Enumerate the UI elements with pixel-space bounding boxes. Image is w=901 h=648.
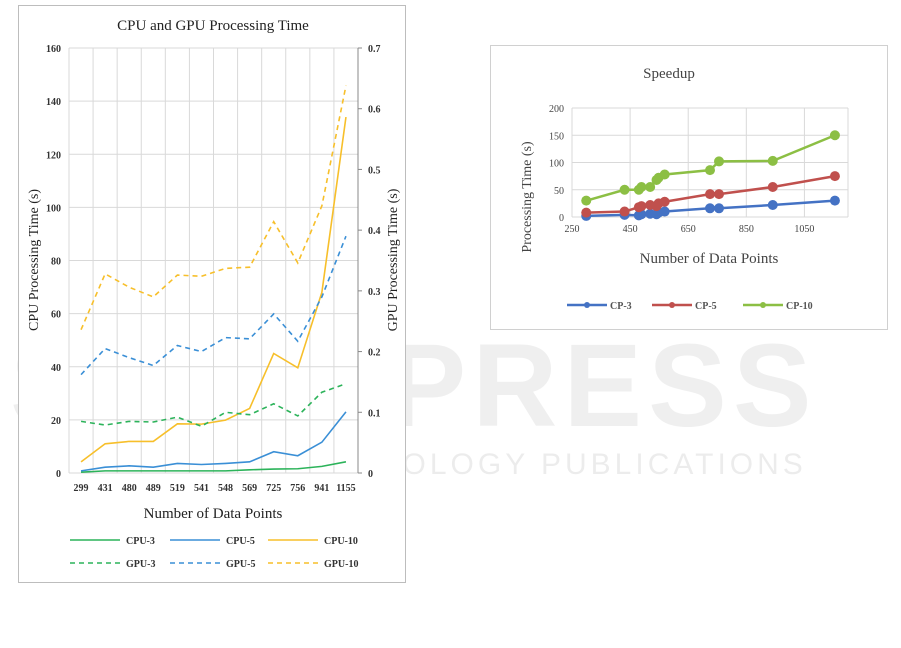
x-tick-label: 756 (290, 483, 305, 494)
y-tick-label: 100 (46, 203, 61, 214)
legend-label: CP-3 (610, 301, 632, 312)
y-axis-title: CPU Processing Time (s) (27, 189, 42, 331)
legend-marker (584, 302, 590, 308)
x-tick-label: 1050 (794, 224, 814, 235)
data-point-cp-3 (705, 203, 715, 214)
y2-tick-label: 0.1 (368, 408, 381, 419)
y2-tick-label: 0.2 (368, 348, 381, 359)
legend-label: GPU-3 (126, 559, 155, 570)
x-tick-label: 480 (122, 483, 137, 494)
data-point-cp-10 (636, 182, 647, 193)
data-point-cp-5 (705, 189, 715, 200)
data-point-cp-3 (659, 206, 670, 217)
series-line-gpu-5 (80, 235, 347, 376)
y-tick-label: 50 (554, 186, 564, 197)
series-line-cpu-5 (80, 411, 347, 472)
chart-title: Speedup (643, 66, 695, 82)
x-tick-label: 725 (266, 483, 281, 494)
y-tick-label: 0 (559, 213, 564, 224)
series-line-gpu-10 (80, 85, 347, 331)
y2-axis-title: GPU Processing Time (s) (386, 188, 401, 331)
y-tick-label: 100 (549, 159, 564, 170)
x-tick-label: 299 (74, 483, 89, 494)
y2-tick-label: 0.5 (368, 165, 381, 176)
x-tick-label: 541 (194, 483, 209, 494)
legend-label: CPU-3 (126, 536, 155, 547)
x-tick-label: 650 (681, 224, 696, 235)
data-point-cp-10 (659, 169, 670, 180)
x-tick-label: 850 (739, 224, 754, 235)
x-tick-label: 250 (565, 224, 580, 235)
y-axis-title: Processing Time (s) (520, 141, 535, 253)
x-tick-label: 1155 (336, 483, 355, 494)
legend-label: GPU-10 (324, 559, 358, 570)
legend-label: CP-10 (786, 301, 813, 312)
legend-label: GPU-5 (226, 559, 255, 570)
series-line-cpu-10 (80, 116, 347, 463)
data-point-cp-5 (829, 171, 840, 182)
x-tick-label: 569 (242, 483, 257, 494)
data-point-cp-5 (636, 201, 647, 212)
legend-label: CPU-10 (324, 536, 358, 547)
data-point-cp-5 (581, 207, 592, 218)
data-point-cp-10 (581, 195, 592, 206)
data-point-cp-5 (659, 196, 670, 207)
x-tick-label: 450 (623, 224, 638, 235)
y2-tick-label: 0.4 (368, 226, 381, 237)
y-tick-label: 60 (51, 310, 61, 321)
legend-marker (669, 302, 675, 308)
cpu-gpu-chart: CPU and GPU Processing Time 0 20 40 60 80 100 1… (18, 5, 406, 583)
chart-frame (18, 5, 406, 583)
chart-title: CPU and GPU Processing Time (117, 18, 309, 34)
data-point-cp-10 (714, 156, 725, 167)
y-tick-label: 40 (51, 363, 61, 374)
data-point-cp-5 (767, 182, 778, 193)
y2-tick-label: 0.7 (368, 44, 381, 55)
x-tick-label: 519 (170, 483, 185, 494)
series-line-gpu-3 (80, 382, 347, 428)
data-point-cp-10 (829, 130, 840, 141)
x-axis-title: Number of Data Points (144, 506, 283, 522)
y-tick-label: 200 (549, 104, 564, 115)
legend-label: CPU-5 (226, 536, 255, 547)
y2-tick-label: 0.3 (368, 287, 381, 298)
data-point-cp-10 (705, 165, 715, 176)
x-tick-label: 941 (314, 483, 329, 494)
x-axis-title: Number of Data Points (640, 251, 779, 267)
x-tick-label: 548 (218, 483, 233, 494)
data-point-cp-10 (645, 182, 656, 193)
data-point-cp-5 (619, 206, 630, 217)
data-point-cp-10 (619, 184, 630, 195)
data-point-cp-3 (767, 200, 778, 211)
data-point-cp-3 (714, 203, 725, 214)
y-tick-label: 160 (46, 44, 61, 55)
y2-tick-label: 0.6 (368, 105, 381, 116)
x-tick-label: 489 (146, 483, 161, 494)
y-tick-label: 150 (549, 131, 564, 142)
x-tick-label: 431 (98, 483, 113, 494)
legend-label: CP-5 (695, 301, 717, 312)
y-tick-label: 140 (46, 97, 61, 108)
data-point-cp-5 (714, 189, 725, 200)
y-tick-label: 120 (46, 150, 61, 161)
y-tick-label: 80 (51, 257, 61, 268)
series-line-cpu-3 (80, 461, 347, 474)
data-point-cp-10 (767, 155, 778, 166)
data-point-cp-3 (829, 195, 840, 206)
chart-frame (490, 45, 888, 330)
y-tick-label: 20 (51, 416, 61, 427)
y-tick-label: 0 (56, 469, 61, 480)
y2-tick-label: 0 (368, 469, 373, 480)
speedup-chart: Speedup 0 50 100 150 200 250 450 650 850 1050 Numbe… (490, 45, 888, 330)
legend-marker (760, 302, 766, 308)
